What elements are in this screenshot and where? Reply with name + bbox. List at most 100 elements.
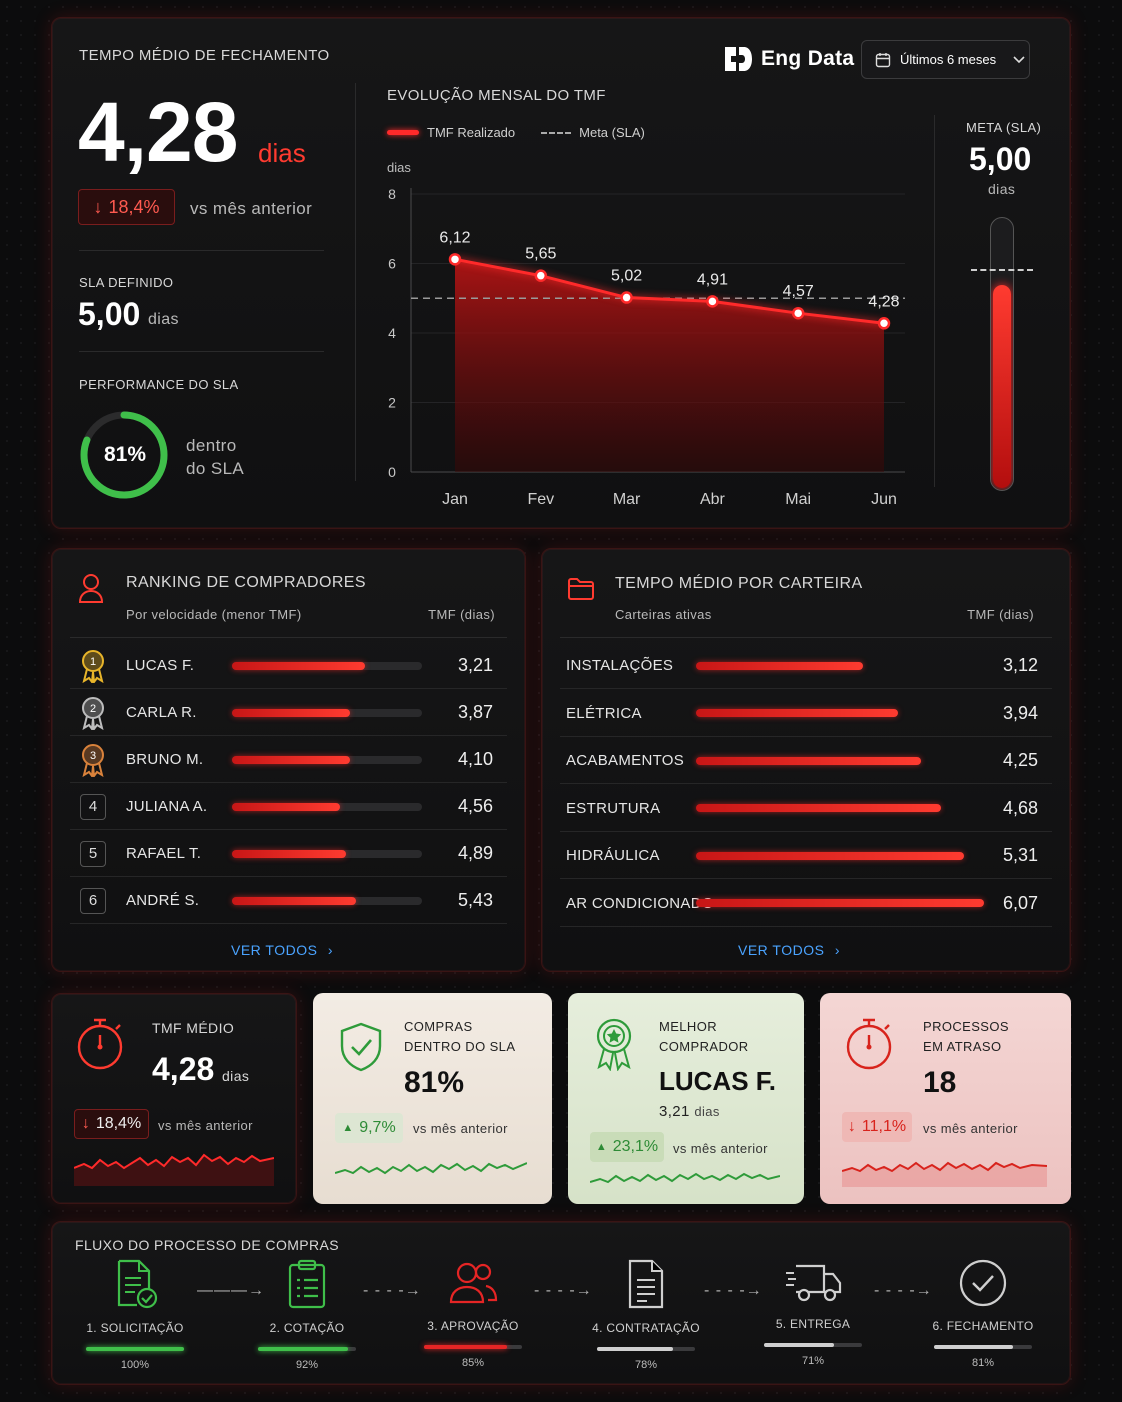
document-check-icon [117, 1259, 158, 1309]
sparkline [74, 1153, 274, 1186]
row-value: 3,87 [457, 702, 493, 722]
y-tick-label: 8 [388, 186, 396, 202]
table-row[interactable]: ESTRUTURA 4,68 [560, 786, 1052, 832]
data-point [791, 306, 805, 320]
x-tick-label: Jun [871, 491, 897, 508]
table-row[interactable]: 5 RAFAEL T. 4,89 [70, 831, 507, 877]
row-bar-fill [696, 661, 864, 670]
tmf-delta-badge: ↓ 18,4% [78, 189, 175, 225]
kpi-best-title-2: COMPRADOR [659, 1039, 749, 1054]
eng-data-logo-icon [725, 47, 752, 71]
flow-step-entrega[interactable]: 5. ENTREGA 71% [753, 1258, 873, 1367]
row-name: ANDRÉ S. [126, 892, 200, 909]
series-line [454, 257, 885, 325]
table-row[interactable]: HIDRÁULICA 5,31 [560, 833, 1052, 879]
table-row[interactable]: INSTALAÇÕES 3,12 [560, 643, 1052, 689]
row-bar-track [696, 756, 984, 765]
table-row[interactable]: 4 JULIANA A. 4,56 [70, 784, 507, 830]
tmf-delta-note: vs mês anterior [190, 199, 313, 218]
legend-target: Meta (SLA) [579, 125, 645, 140]
row-bar-fill [696, 899, 984, 907]
brand-name: Eng Data [761, 47, 855, 70]
period-filter-label: Últimos 6 meses [900, 52, 997, 67]
arrow-down-icon: ↓ [81, 1115, 90, 1132]
divider [560, 637, 1052, 638]
row-bar-track [232, 849, 422, 858]
kpi-tmf-value: 4,28 [152, 1051, 215, 1087]
flow-step-fechamento[interactable]: 6. FECHAMENTO 81% [923, 1258, 1043, 1369]
carteira-view-all-link[interactable]: VER TODOS › [738, 942, 841, 958]
table-row[interactable]: ACABAMENTOS 4,25 [560, 738, 1052, 784]
flow-step-aprovacao[interactable]: 3. APROVAÇÃO 85% [413, 1258, 533, 1369]
row-name: INSTALAÇÕES [566, 657, 674, 674]
row-value: 4,10 [457, 749, 493, 769]
row-name: HIDRÁULICA [566, 847, 660, 864]
chart-title: EVOLUÇÃO MENSAL DO TMF [387, 87, 606, 104]
flow-title: FLUXO DO PROCESSO DE COMPRAS [75, 1237, 340, 1253]
data-label: 4,57 [783, 283, 814, 300]
row-bar-fill [696, 756, 921, 765]
folder-icon [568, 578, 594, 600]
ranking-view-all-link[interactable]: VER TODOS › [231, 942, 334, 958]
table-row[interactable]: 1 LUCAS F. 3,21 [70, 643, 507, 689]
sla-label: SLA DEFINIDO [79, 275, 174, 290]
document-icon [628, 1259, 664, 1309]
kpi-tmf-note: vs mês anterior [158, 1118, 253, 1133]
sla-donut [80, 411, 168, 499]
table-row[interactable]: 6 ANDRÉ S. 5,43 [70, 878, 507, 924]
row-bar-track [232, 708, 422, 717]
kpi-late-delta: ↓ 11,1% [842, 1112, 912, 1142]
sparkline [335, 1162, 527, 1175]
sparkline [590, 1172, 780, 1184]
legend-series: TMF Realizado [427, 125, 516, 140]
sparkline [842, 1161, 1047, 1187]
tmf-chart: dias 0 2 4 6 8 6,12 Jan 5,65 Fev 5,02 Mar 4,91 Abr 4… [387, 160, 905, 508]
row-value: 3,12 [1002, 655, 1038, 675]
flow-progress-fill [764, 1343, 834, 1347]
row-bar-fill [232, 802, 341, 811]
table-row[interactable]: ELÉTRICA 3,94 [560, 691, 1052, 737]
row-bar-track [232, 896, 422, 905]
flow-step-solicitacao[interactable]: 1. SOLICITAÇÃO 100% [75, 1258, 195, 1371]
flow-arrow-icon: ———→ [197, 1282, 265, 1299]
perf-note-1: dentro [186, 436, 237, 455]
row-bar-track [232, 755, 422, 764]
x-tick-label: Mar [613, 491, 641, 508]
kpi-card-late: PROCESSOS EM ATRASO 18 ↓ 11,1% vs mês ant… [820, 993, 1071, 1204]
flow-progress-fill [258, 1347, 349, 1351]
carteira-subtitle: Carteiras ativas [615, 607, 712, 622]
carteira-panel: TEMPO MÉDIO POR CARTEIRA Carteiras ativa… [541, 548, 1071, 972]
table-row[interactable]: 3 BRUNO M. 4,10 [70, 737, 507, 783]
legend-swatch-line [387, 130, 419, 135]
triangle-up-icon: ▲ [595, 1141, 607, 1153]
flow-step-cotacao[interactable]: 2. COTAÇÃO 92% [247, 1258, 367, 1371]
flow-panel [51, 1221, 1071, 1385]
table-row[interactable]: 2 CARLA R. 3,87 [70, 690, 507, 736]
kpi-late-title-2: EM ATRASO [923, 1039, 1002, 1054]
arrow-down-icon: ↓ [847, 1118, 856, 1135]
row-value: 5,31 [1002, 845, 1038, 865]
row-bar-fill [696, 709, 898, 717]
kpi-best-delta: ▲ 23,1% [590, 1132, 664, 1162]
vertical-divider [934, 115, 935, 487]
sla-unit: dias [148, 311, 179, 328]
x-tick-label: Mai [785, 491, 811, 508]
truck-icon [786, 1264, 842, 1302]
period-filter-dropdown[interactable]: Últimos 6 meses [861, 40, 1030, 79]
chart-legend: TMF Realizado Meta (SLA) [387, 125, 645, 140]
data-label: 6,12 [439, 229, 470, 246]
kpi-tmf-delta: ↓ 18,4% [74, 1109, 149, 1139]
row-value: 6,07 [1002, 892, 1038, 913]
row-bar-fill [696, 804, 941, 812]
row-value: 4,25 [1002, 750, 1038, 770]
chevron-right-icon: › [834, 942, 841, 958]
flow-step-contratacao[interactable]: 4. CONTRATAÇÃO 78% [586, 1258, 706, 1371]
kpi-sla-delta: ▲ 9,7% [335, 1113, 403, 1143]
rank-badge: 4 [80, 793, 106, 820]
stopwatch-icon [846, 1018, 892, 1070]
award-ribbon-icon [596, 1018, 632, 1071]
data-label: 5,65 [525, 246, 556, 263]
meta-value: 5,00 [969, 141, 1032, 177]
kpi-late-title-1: PROCESSOS [923, 1019, 1009, 1034]
table-row[interactable]: AR CONDICIONADO 6,07 [560, 881, 1052, 927]
